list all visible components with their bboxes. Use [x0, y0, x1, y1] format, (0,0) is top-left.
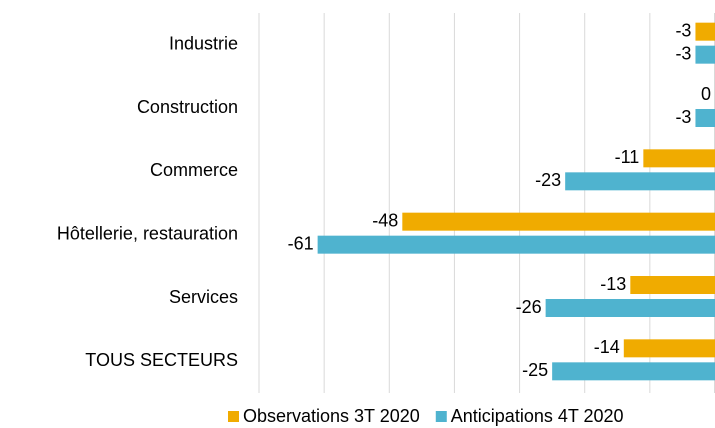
bar [630, 276, 715, 294]
bar [552, 362, 715, 381]
bar [317, 235, 715, 254]
bar [695, 45, 715, 64]
value-label: -14 [594, 337, 620, 357]
legend-swatch [435, 411, 447, 422]
value-label: -3 [675, 20, 691, 40]
legend-swatch [228, 411, 239, 422]
value-label: -25 [522, 360, 548, 380]
bar [695, 22, 715, 41]
value-label: 0 [701, 84, 711, 104]
category-label: Construction [137, 97, 238, 117]
category-label: Industrie [169, 33, 238, 53]
value-label: -13 [600, 274, 626, 294]
bar [623, 339, 715, 358]
bar [643, 149, 715, 168]
legend-label: Anticipations 4T 2020 [451, 406, 624, 426]
value-label: -61 [288, 233, 314, 253]
bar [402, 212, 715, 231]
bar [565, 172, 715, 191]
bar [545, 299, 715, 317]
value-label: -3 [675, 107, 691, 127]
legend-label: Observations 3T 2020 [243, 406, 420, 426]
category-label: Services [169, 287, 238, 307]
category-label: Hôtellerie, restauration [57, 223, 238, 243]
category-label: TOUS SECTEURS [85, 350, 238, 370]
category-label: Commerce [150, 160, 238, 180]
value-label: -48 [372, 210, 398, 230]
value-label: -23 [535, 170, 561, 190]
value-label: -26 [516, 297, 542, 317]
value-label: -3 [675, 43, 691, 63]
bar [695, 109, 715, 127]
value-label: -11 [615, 147, 640, 167]
